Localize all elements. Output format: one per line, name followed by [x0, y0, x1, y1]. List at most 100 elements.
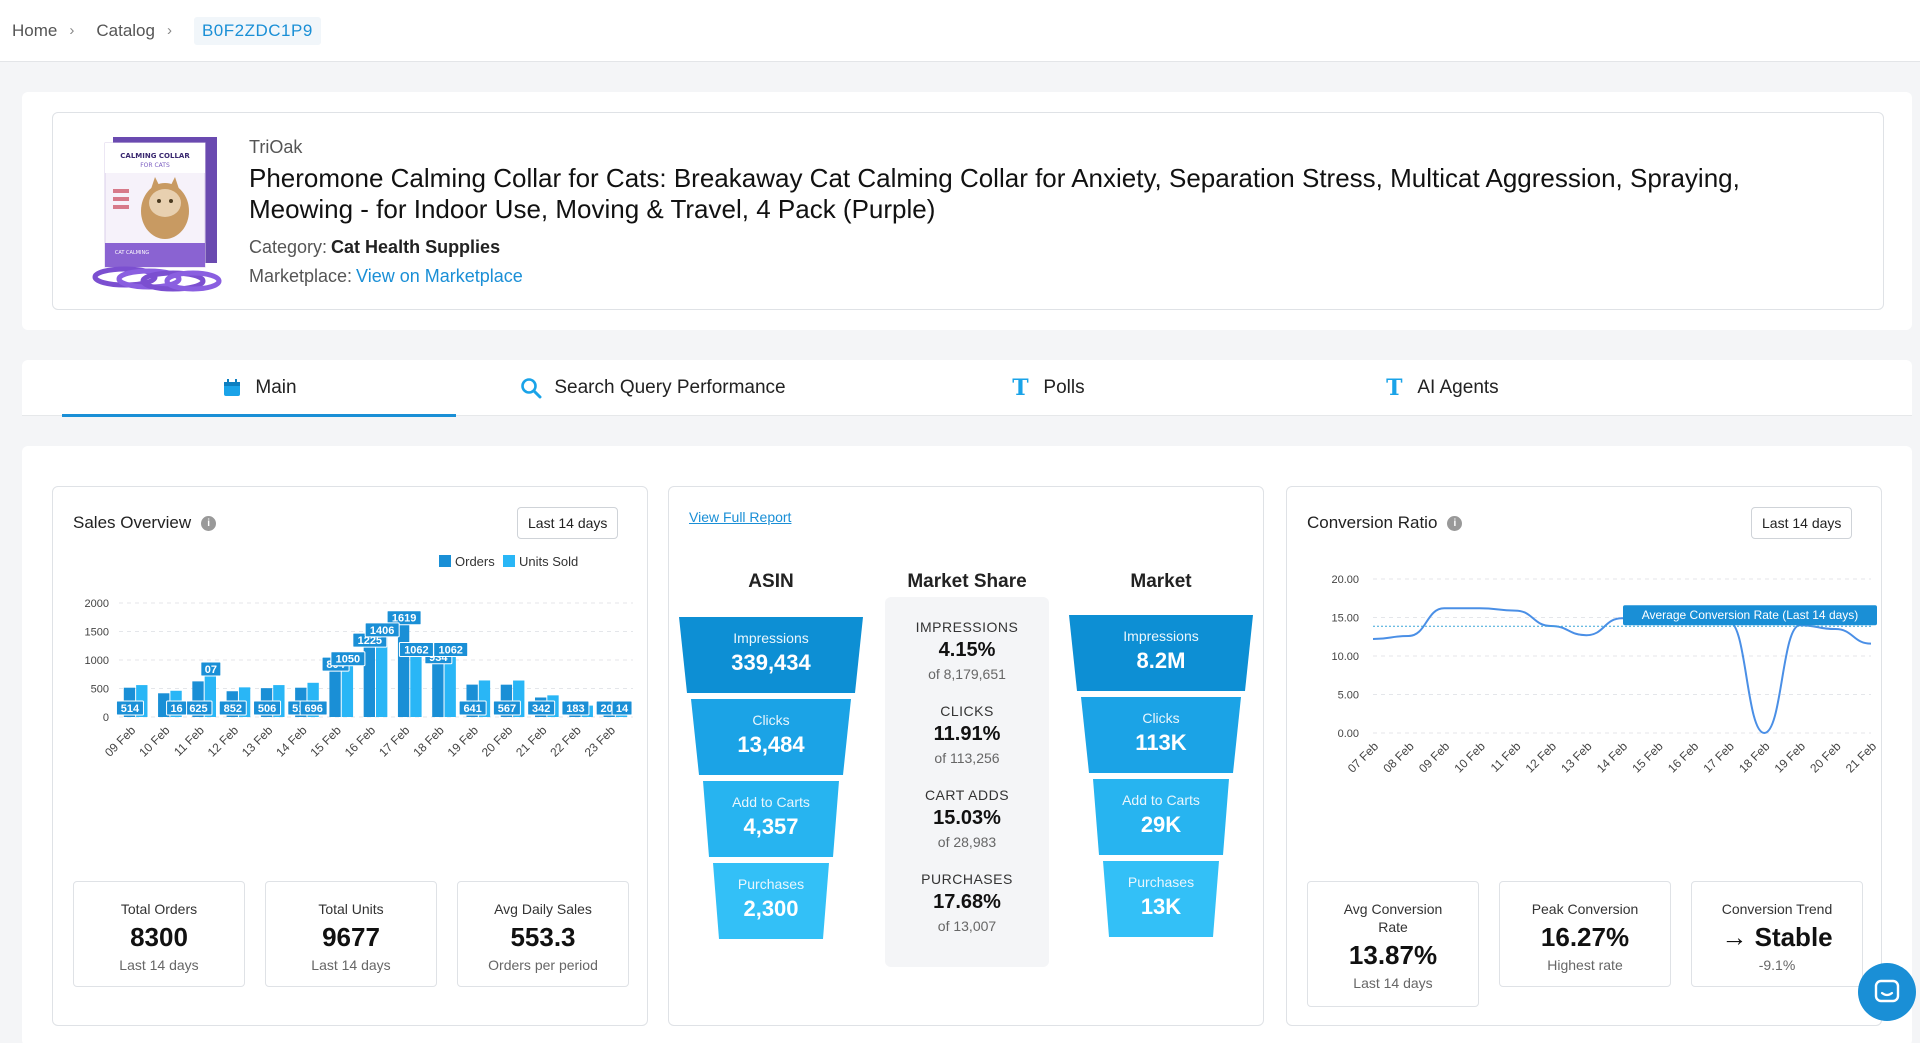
share-purchases: PURCHASES 17.68% of 13,007	[885, 871, 1049, 934]
funnel-label: Add to Carts	[1122, 792, 1200, 808]
x-tick-label: 11 Feb	[171, 723, 207, 759]
y-tick-label: 0	[103, 712, 109, 724]
tab-bar: Main Search Query Performance T Polls T …	[22, 360, 1912, 417]
asin-funnel-step-1	[679, 617, 863, 693]
x-tick-label: 15 Feb	[1629, 739, 1666, 776]
stat-sub: Orders per period	[488, 957, 598, 973]
market-purchases: Purchases 13K	[1069, 874, 1253, 920]
category-label: Category:	[249, 237, 328, 257]
stat-value: 8300	[130, 922, 188, 952]
share-value: 4.15%	[938, 639, 996, 661]
y-tick-label: 5.00	[1338, 690, 1359, 702]
chevron-right-icon: ›	[166, 22, 172, 39]
tab-main[interactable]: Main	[62, 360, 456, 417]
breadcrumb-home[interactable]: Home	[12, 20, 58, 40]
stat-label: Avg Daily Sales	[494, 901, 592, 917]
product-title: Pheromone Calming Collar for Cats: Break…	[249, 163, 1740, 224]
chevron-right-icon: ›	[69, 22, 75, 39]
x-tick-label: 14 Feb	[273, 723, 310, 760]
x-tick-label: 19 Feb	[1772, 739, 1809, 776]
units-bar	[376, 636, 388, 717]
orders-bar	[363, 647, 375, 717]
sales-stats: Total Orders 8300 Last 14 days Total Uni…	[73, 881, 629, 987]
data-label: 852	[224, 703, 242, 715]
stat-label: Total Units	[318, 901, 384, 917]
y-tick-label: 1500	[85, 627, 109, 639]
asin-add-to-carts: Add to Carts 4,357	[679, 794, 863, 840]
view-full-report-link[interactable]: View Full Report	[689, 509, 792, 525]
share-value: 17.68%	[933, 891, 1001, 913]
info-icon[interactable]: i	[1447, 515, 1463, 531]
market-funnel-step-4	[1103, 861, 1219, 937]
legend-orders-label: Orders	[455, 554, 495, 569]
chat-button[interactable]	[1858, 963, 1916, 1021]
tab-search-query-performance[interactable]: Search Query Performance	[456, 360, 850, 416]
asin-heading: ASIN	[748, 571, 794, 592]
svg-text:FOR CATS: FOR CATS	[140, 162, 170, 169]
data-label-bg	[386, 610, 422, 626]
conversion-range-button[interactable]: Last 14 days	[1751, 507, 1853, 539]
data-label-bg	[200, 661, 222, 677]
tab-ai-agents[interactable]: T AI Agents	[1244, 360, 1638, 416]
sales-overview-header: Sales Overview i	[73, 513, 217, 533]
data-label-bg	[299, 700, 328, 716]
marketplace-link[interactable]: View on Marketplace	[356, 266, 523, 286]
data-label-bg	[253, 700, 282, 716]
y-tick-label: 20.00	[1331, 574, 1359, 586]
share-label: CLICKS	[940, 703, 994, 719]
funnel-panel: View Full Report ASIN Market Share Marke…	[668, 486, 1264, 1026]
x-tick-label: 08 Feb	[1380, 739, 1417, 776]
x-tick-label: 23 Feb	[582, 723, 619, 760]
legend-orders-swatch	[439, 555, 451, 567]
asin-funnel-step-4	[713, 863, 829, 939]
stat-conversion-trend: Conversion Trend → Stable -9.1%	[1691, 881, 1863, 987]
x-tick-label: 15 Feb	[308, 723, 345, 760]
sales-overview-panel: Sales Overview i Last 14 days Orders Unit…	[52, 486, 648, 1026]
funnel-label: Purchases	[1127, 874, 1195, 890]
tab-polls[interactable]: T Polls	[850, 360, 1244, 416]
asin-clicks: Clicks 13,484	[679, 712, 863, 758]
units-bar	[444, 656, 456, 717]
calendar-icon	[221, 377, 243, 399]
data-label-bg	[218, 700, 247, 716]
stat-label: Peak Conversion	[1531, 901, 1639, 917]
stat-avg-conversion: Avg Conversion Rate 13.87% Last 14 days	[1307, 881, 1479, 1007]
orders-bar	[192, 681, 204, 717]
sales-range-button[interactable]: Last 14 days	[517, 507, 619, 539]
x-tick-label: 09 Feb	[102, 723, 139, 760]
info-icon[interactable]: i	[201, 515, 217, 531]
conversion-line-chart: 0.00 5.00 10.00 15.00 20.00 Average Conversio…	[1331, 574, 1880, 776]
stat-label: Avg Conversion Rate	[1343, 901, 1443, 935]
breadcrumb-catalog[interactable]: Catalog	[96, 20, 155, 40]
data-label-bg	[527, 700, 556, 716]
funnel-value: 13K	[1140, 894, 1182, 919]
data-label: 696	[304, 703, 322, 715]
share-cart-adds: CART ADDS 15.03% of 28,983	[885, 787, 1049, 850]
conversion-title: Conversion Ratio	[1307, 513, 1438, 532]
product-brand: TriOak	[249, 137, 303, 157]
units-bar	[410, 656, 422, 717]
y-tick-label: 0.00	[1338, 728, 1359, 740]
share-label: PURCHASES	[921, 871, 1013, 887]
x-tick-label: 11 Feb	[1488, 739, 1524, 775]
x-tick-label: 18 Feb	[1736, 739, 1773, 776]
market-clicks: Clicks 113K	[1069, 710, 1253, 756]
market-funnel-step-2	[1081, 697, 1241, 773]
data-label: 342	[532, 703, 550, 715]
conversion-header: Conversion Ratio i	[1307, 513, 1463, 533]
x-tick-label: 10 Feb	[136, 723, 173, 760]
orders-bar	[397, 624, 410, 717]
product-section: CALMING COLLAR FOR CATS CAT CALMING TriO…	[22, 92, 1912, 330]
marketplace-label: Marketplace:	[249, 266, 353, 286]
x-tick-label: 12 Feb	[1523, 739, 1560, 776]
stat-value: 553.3	[510, 922, 576, 952]
x-tick-label: 12 Feb	[205, 723, 242, 760]
share-label: CART ADDS	[924, 787, 1010, 803]
orders-bar	[432, 663, 444, 717]
data-label: 16	[170, 703, 182, 715]
dashboard-main: Sales Overview i Last 14 days Orders Unit…	[22, 446, 1912, 1043]
stat-label: Total Orders	[120, 901, 198, 917]
x-tick-label: 21 Feb	[1843, 739, 1880, 776]
orders-bar	[329, 671, 341, 717]
stat-peak-conversion: Peak Conversion 16.27% Highest rate	[1499, 881, 1671, 987]
